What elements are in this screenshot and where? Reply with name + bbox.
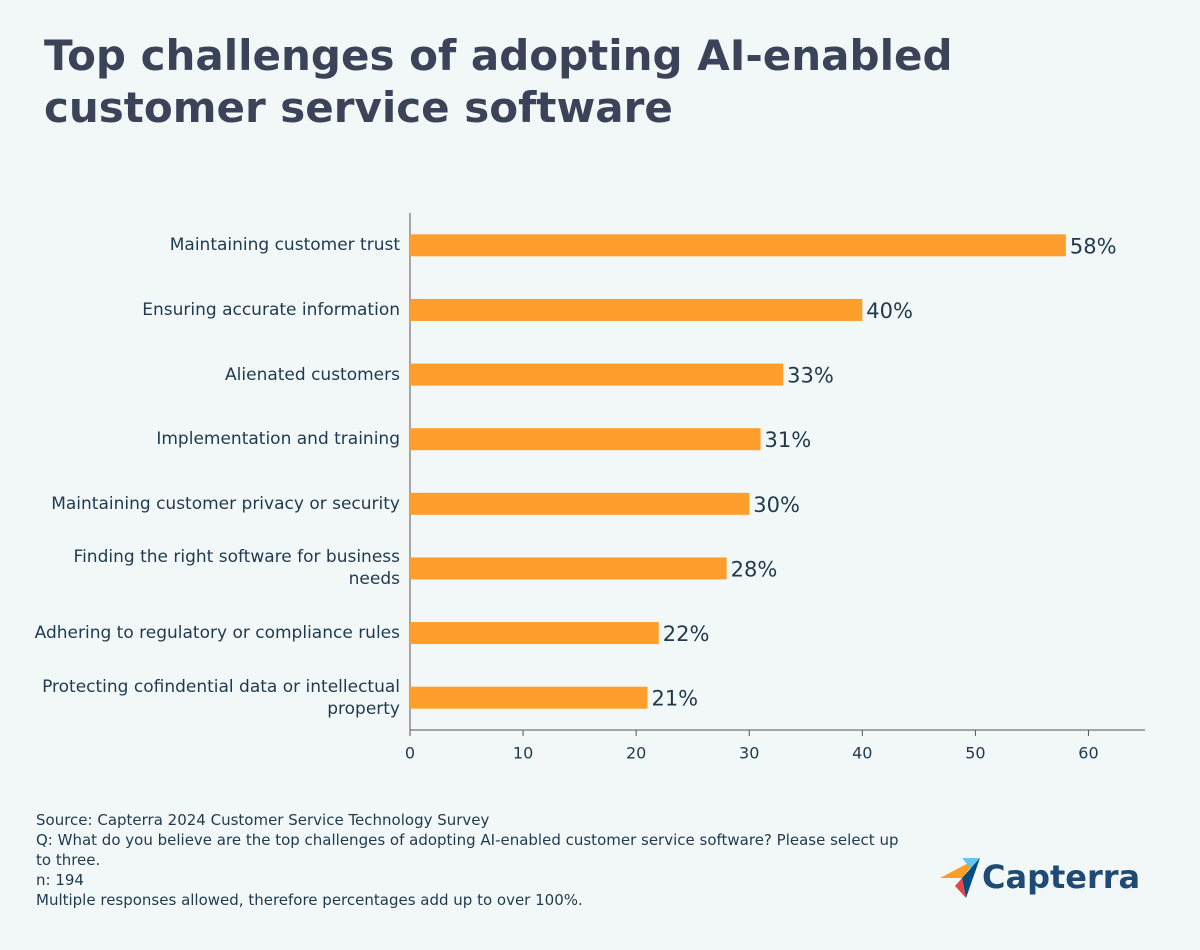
bar bbox=[410, 298, 863, 321]
footnote: Multiple responses allowed, therefore pe… bbox=[36, 891, 583, 909]
bar bbox=[410, 686, 648, 709]
bar bbox=[410, 622, 659, 645]
footnote: Q: What do you believe are the top chall… bbox=[36, 831, 899, 869]
footnotes: Source: Capterra 2024 Customer Service T… bbox=[36, 810, 916, 910]
chart-title: Top challenges of adopting AI-enabled cu… bbox=[44, 31, 953, 132]
value-label: 28% bbox=[731, 557, 778, 581]
bar bbox=[410, 234, 1066, 257]
category-label: Ensuring accurate information bbox=[142, 299, 400, 320]
category-label: Finding the right software for business … bbox=[73, 547, 400, 590]
x-tick-label: 40 bbox=[852, 744, 872, 763]
x-tick-label: 30 bbox=[739, 744, 759, 763]
category-label: Protecting cofindential data or intellec… bbox=[42, 676, 400, 719]
bar bbox=[410, 363, 784, 386]
category-label: Implementation and training bbox=[156, 429, 400, 450]
category-label: Maintaining customer privacy or security bbox=[51, 493, 400, 514]
x-tick-label: 60 bbox=[1078, 744, 1098, 763]
category-label: Adhering to regulatory or compliance rul… bbox=[34, 623, 400, 644]
bar bbox=[410, 557, 727, 580]
value-label: 40% bbox=[866, 299, 913, 323]
value-label: 33% bbox=[787, 364, 834, 388]
x-tick-label: 50 bbox=[965, 744, 985, 763]
value-label: 30% bbox=[753, 493, 800, 517]
value-label: 58% bbox=[1070, 234, 1117, 258]
x-tick-label: 0 bbox=[405, 744, 415, 763]
footnote: n: 194 bbox=[36, 871, 84, 889]
bar bbox=[410, 428, 761, 451]
footnote: Source: Capterra 2024 Customer Service T… bbox=[36, 811, 490, 829]
value-label: 22% bbox=[663, 622, 710, 646]
logo: Capterra bbox=[982, 858, 1141, 896]
category-label: Alienated customers bbox=[225, 364, 400, 385]
logo-icon bbox=[940, 858, 980, 898]
value-label: 21% bbox=[651, 687, 698, 711]
x-tick-label: 10 bbox=[513, 744, 533, 763]
category-label: Maintaining customer trust bbox=[169, 235, 400, 256]
x-tick-label: 20 bbox=[626, 744, 646, 763]
bar bbox=[410, 492, 750, 515]
value-label: 31% bbox=[765, 428, 812, 452]
